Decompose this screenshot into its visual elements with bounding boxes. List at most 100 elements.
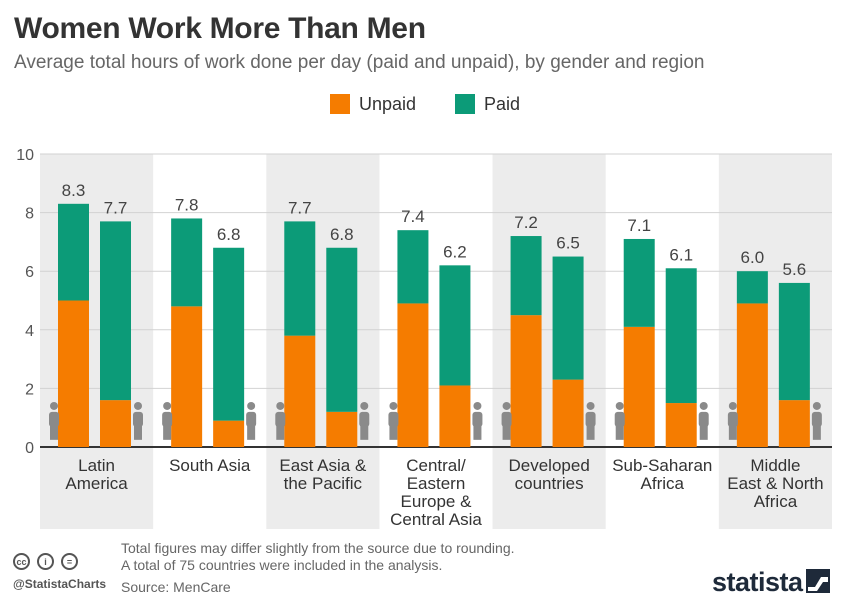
person-icon-body <box>585 411 596 427</box>
x-category-label: Europe & <box>401 492 473 511</box>
person-icon-body <box>727 411 738 427</box>
bar-paid-women <box>736 271 768 304</box>
person-icon-head <box>163 401 172 410</box>
bar-paid-women <box>510 236 542 316</box>
person-icon-head <box>812 401 821 410</box>
attribution-icon: i <box>37 553 54 570</box>
total-label-men: 6.5 <box>556 234 580 253</box>
legend-swatch-paid <box>455 94 475 114</box>
person-icon-body <box>359 411 370 427</box>
person-icon-head <box>276 401 285 410</box>
person-icon-legs <box>50 424 58 440</box>
bar-unpaid-men <box>439 385 471 447</box>
bar-paid-men <box>326 247 358 412</box>
person-icon-men <box>811 401 822 440</box>
bar-unpaid-women <box>510 315 542 447</box>
x-category-label: East Asia & <box>279 456 367 475</box>
creative-commons-icon: cc <box>13 553 30 570</box>
legend-item-unpaid: Unpaid <box>330 92 416 116</box>
total-label-women: 7.7 <box>288 198 312 217</box>
person-icon-body <box>472 411 483 427</box>
total-label-women: 6.0 <box>741 248 765 267</box>
x-category-label: Africa <box>754 492 798 511</box>
legend-swatch-unpaid <box>330 94 350 114</box>
y-tick-label: 6 <box>25 264 34 281</box>
legend: Unpaid Paid <box>0 92 845 116</box>
legend-label-unpaid: Unpaid <box>359 93 417 114</box>
x-category-label: Latin <box>78 456 115 475</box>
x-category-label: countries <box>515 474 584 493</box>
statista-logo: statista <box>712 567 803 597</box>
person-icon-body <box>246 411 257 427</box>
total-label-men: 6.8 <box>330 225 354 244</box>
person-icon-legs <box>163 424 172 440</box>
y-tick-label: 4 <box>25 323 34 340</box>
bar-unpaid-women <box>58 300 89 447</box>
person-icon-head <box>586 401 595 410</box>
bar-unpaid-men <box>100 400 131 447</box>
y-tick-label: 2 <box>25 381 34 398</box>
person-icon-body <box>388 411 399 427</box>
total-label-women: 7.8 <box>175 195 199 214</box>
statista-logo-icon <box>806 569 830 593</box>
total-label-women: 7.2 <box>514 213 538 232</box>
y-tick-label: 0 <box>25 440 34 457</box>
person-icon-body <box>133 411 143 427</box>
person-icon-legs <box>473 424 482 440</box>
social-handle: @StatistaCharts <box>13 577 107 591</box>
bar-unpaid-women <box>284 335 316 447</box>
bar-unpaid-women <box>623 326 655 447</box>
legend-label-paid: Paid <box>484 93 521 114</box>
person-icon-body <box>698 411 709 427</box>
person-icon-women <box>275 401 286 440</box>
person-icon-legs <box>360 424 369 440</box>
person-icon-body <box>614 411 625 427</box>
x-category-label: South Asia <box>169 456 251 475</box>
person-icon-head <box>615 401 624 410</box>
person-icon-head <box>502 401 511 410</box>
legend-item-paid: Paid <box>455 92 520 116</box>
person-icon-head <box>389 401 398 410</box>
person-icon-legs <box>502 424 511 440</box>
x-category-label: Sub-Saharan <box>612 456 712 475</box>
bar-unpaid-men <box>213 420 245 447</box>
person-icon-head <box>247 401 256 410</box>
bar-paid-men <box>552 256 584 380</box>
person-icon-head <box>473 401 482 410</box>
person-icon-head <box>699 401 708 410</box>
person-icon-men <box>698 401 709 440</box>
chart-subtitle: Average total hours of work done per day… <box>14 52 705 73</box>
bar-paid-men <box>439 265 471 386</box>
x-category-label: Central Asia <box>390 510 482 529</box>
bar-unpaid-men <box>552 379 584 447</box>
bar-unpaid-men <box>326 411 358 447</box>
footnote-countries: A total of 75 countries were included in… <box>121 557 443 573</box>
total-label-women: 7.4 <box>401 207 425 226</box>
person-icon-women <box>388 401 399 440</box>
no-derivatives-icon: = <box>61 553 78 570</box>
x-category-label: Eastern <box>407 474 466 493</box>
bar-unpaid-women <box>397 303 429 447</box>
bar-paid-women <box>58 203 89 301</box>
bar-paid-men <box>100 221 131 401</box>
total-label-women: 8.3 <box>62 181 86 200</box>
x-category-label: Developed <box>509 456 590 475</box>
total-label-men: 5.6 <box>783 260 807 279</box>
person-icon-men <box>133 401 143 440</box>
footer: cc i = @StatistaCharts Total figures may… <box>0 536 845 601</box>
bar-unpaid-men <box>665 403 697 447</box>
person-icon-body <box>49 411 59 427</box>
person-icon-head <box>360 401 369 410</box>
person-icon-head <box>134 401 142 410</box>
person-icon-legs <box>728 424 737 440</box>
total-label-men: 6.2 <box>443 242 467 261</box>
x-category-label: Middle <box>750 456 800 475</box>
person-icon-women <box>162 401 173 440</box>
bar-paid-men <box>778 282 810 401</box>
footnote-rounding: Total figures may differ slightly from t… <box>121 540 515 556</box>
person-icon-men <box>585 401 596 440</box>
total-label-men: 7.7 <box>104 198 128 217</box>
person-icon-women <box>49 401 59 440</box>
person-icon-legs <box>812 424 821 440</box>
